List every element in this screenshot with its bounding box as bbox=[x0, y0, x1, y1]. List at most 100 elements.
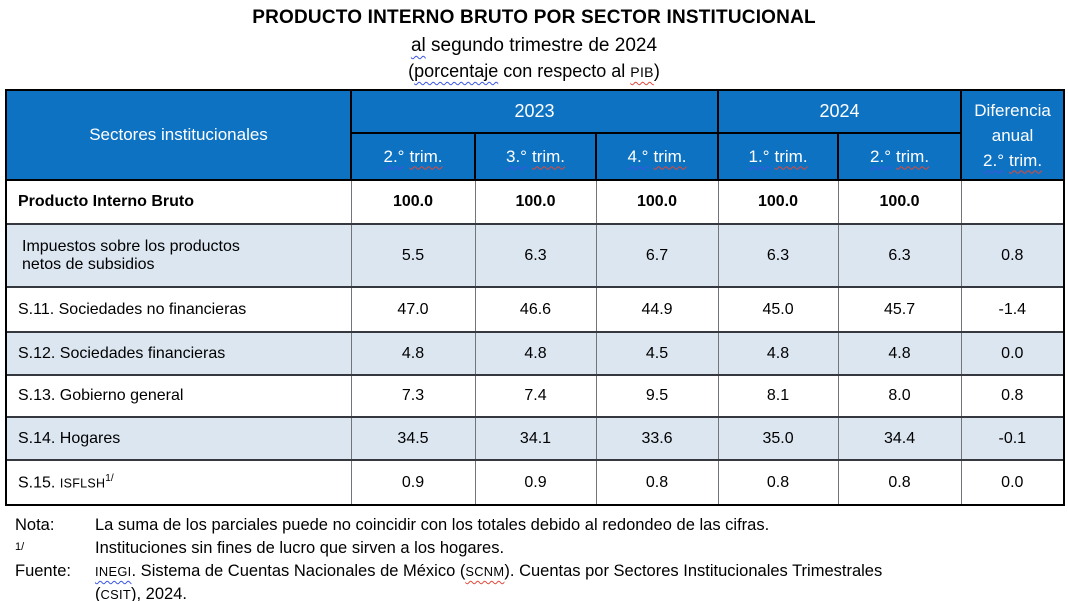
value-cell: 8.0 bbox=[837, 374, 962, 417]
value-cell: 6.3 bbox=[837, 223, 962, 287]
note-row-fuente: Fuente: INEGI. Sistema de Cuentas Nacion… bbox=[15, 560, 1061, 601]
value-cell: 35.0 bbox=[717, 416, 839, 460]
fuente-part: ). Cuentas por Sectores Institucionales … bbox=[504, 562, 883, 580]
quarter-word: trim. bbox=[409, 146, 443, 166]
paren-close: ) bbox=[653, 61, 660, 81]
header-quarter-2024-q2: 2.° trim. bbox=[837, 132, 963, 181]
value-cell: 45.0 bbox=[717, 286, 839, 332]
inegi-acronym: INEGI bbox=[95, 564, 132, 579]
subtitle-rest: segundo trimestre de 2024 bbox=[425, 35, 658, 56]
row-label: S.14. Hogares bbox=[5, 416, 351, 460]
page-subtitle: al segundo trimestre de 2024 bbox=[0, 35, 1068, 57]
value-cell: 0.9 bbox=[350, 459, 475, 506]
value-cell: 6.7 bbox=[595, 223, 719, 287]
value-cell: 0.8 bbox=[960, 223, 1066, 287]
value-cell: 34.1 bbox=[474, 416, 596, 460]
header-quarter-2024-q1: 1.° trim. bbox=[717, 132, 840, 181]
value-cell: -0.1 bbox=[960, 416, 1066, 460]
nota-text: La suma de los parciales puede no coinci… bbox=[95, 516, 770, 534]
subtitle2-word: porcentaje bbox=[414, 61, 499, 81]
quarter-num: 2.° bbox=[870, 146, 891, 166]
value-cell: 8.1 bbox=[717, 374, 839, 417]
value-cell-empty bbox=[960, 179, 1066, 224]
footnotes: Nota: La suma de los parciales puede no … bbox=[15, 514, 1061, 601]
value-cell: 6.3 bbox=[717, 223, 839, 287]
quarter-word: trim. bbox=[531, 146, 566, 166]
table-row-s12: S.12. Sociedades financieras 4.8 4.8 4.5… bbox=[5, 331, 1066, 375]
fuente-part: ( bbox=[95, 585, 101, 601]
title-block: PRODUCTO INTERNO BRUTO POR SECTOR INSTIT… bbox=[0, 0, 1068, 82]
quarter-num: 1.° bbox=[748, 146, 770, 166]
nota-label: Nota: bbox=[15, 516, 55, 534]
footnote1-text: Instituciones sin fines de lucro que sir… bbox=[95, 539, 505, 557]
diff-quarter-word: trim. bbox=[1009, 150, 1043, 170]
isflsh-acronym: ISFLSH bbox=[59, 476, 106, 491]
value-cell: 100.0 bbox=[474, 179, 596, 224]
value-cell: 34.5 bbox=[350, 416, 475, 460]
csit-acronym: CSIT bbox=[100, 587, 131, 601]
pib-acronym: PIB bbox=[630, 64, 654, 80]
note-row-nota: Nota: La suma de los parciales puede no … bbox=[15, 514, 1061, 537]
quarter-num: 2.° bbox=[383, 146, 405, 166]
value-cell: 7.4 bbox=[474, 374, 596, 417]
value-cell: 100.0 bbox=[717, 179, 839, 224]
value-cell: 0.0 bbox=[960, 331, 1066, 375]
value-cell: 33.6 bbox=[595, 416, 719, 460]
footnote-marker: 1/ bbox=[105, 472, 114, 484]
quarter-word: trim. bbox=[896, 146, 930, 166]
table-row-impuestos: Impuestos sobre los productos netos de s… bbox=[5, 223, 1066, 287]
row-label: S.15. ISFLSH1/ bbox=[5, 459, 351, 506]
value-cell: 46.6 bbox=[474, 286, 596, 332]
value-cell: 9.5 bbox=[595, 374, 719, 417]
fuente-text: INEGI. Sistema de Cuentas Nacionales de … bbox=[95, 560, 1061, 601]
quarter-num: 3.° bbox=[505, 146, 527, 166]
row-label: Impuestos sobre los productos netos de s… bbox=[5, 223, 351, 287]
header-quarter-2023-q2: 2.° trim. bbox=[350, 132, 476, 181]
header-quarter-2023-q4: 4.° trim. bbox=[594, 132, 720, 181]
fuente-part: ), 2024. bbox=[131, 585, 187, 601]
page-subtitle-units: (porcentaje con respecto al PIB) bbox=[0, 61, 1068, 82]
value-cell: 6.3 bbox=[474, 223, 596, 287]
value-cell: 47.0 bbox=[350, 286, 475, 332]
row-label-text: Impuestos sobre los productos netos de s… bbox=[22, 237, 240, 273]
table-row-s14: S.14. Hogares 34.5 34.1 33.6 35.0 34.4 -… bbox=[5, 416, 1066, 460]
value-cell: 0.8 bbox=[717, 459, 839, 506]
value-cell: 100.0 bbox=[350, 179, 475, 224]
value-cell: 4.8 bbox=[350, 331, 475, 375]
fuente-part: . Sistema de Cuentas Nacionales de Méxic… bbox=[131, 562, 466, 580]
value-cell: 100.0 bbox=[837, 179, 962, 224]
diff-line1: Diferencia bbox=[974, 100, 1051, 120]
table-row-pib-total: Producto Interno Bruto 100.0 100.0 100.0… bbox=[5, 179, 1066, 224]
value-cell: 100.0 bbox=[595, 179, 719, 224]
header-sectores: Sectores institucionales bbox=[5, 89, 352, 181]
row-label: S.11. Sociedades no financieras bbox=[5, 286, 351, 332]
value-cell: 44.9 bbox=[595, 286, 719, 332]
header-year-2023: 2023 bbox=[349, 89, 720, 134]
footnote1-label: 1/ bbox=[15, 541, 25, 553]
row-label-prefix: S.15. bbox=[18, 474, 60, 492]
diff-line3: 2.° trim. bbox=[963, 148, 1062, 173]
quarter-num: 4.° bbox=[627, 146, 649, 166]
table-row-s13: S.13. Gobierno general 7.3 7.4 9.5 8.1 8… bbox=[5, 374, 1066, 417]
header-diferencia-anual: Diferencia anual 2.° trim. bbox=[960, 89, 1066, 181]
quarter-word: trim. bbox=[653, 146, 687, 166]
subtitle2-mid: con respecto al bbox=[498, 61, 631, 81]
value-cell: 4.8 bbox=[837, 331, 962, 375]
paren-open: ( bbox=[408, 61, 415, 81]
diff-quarter-num: 2.° bbox=[983, 150, 1005, 170]
header-quarter-2023-q3: 3.° trim. bbox=[474, 132, 597, 181]
row-label: S.12. Sociedades financieras bbox=[5, 331, 351, 375]
value-cell: 45.7 bbox=[837, 286, 962, 332]
value-cell: 7.3 bbox=[350, 374, 475, 417]
value-cell: 4.8 bbox=[717, 331, 839, 375]
value-cell: -1.4 bbox=[960, 286, 1066, 332]
value-cell: 0.0 bbox=[960, 459, 1066, 506]
subtitle-lead: al bbox=[410, 35, 426, 56]
fuente-label: Fuente: bbox=[15, 562, 71, 580]
value-cell: 0.8 bbox=[595, 459, 719, 506]
value-cell: 5.5 bbox=[350, 223, 475, 287]
scnm-acronym: SCNM bbox=[465, 564, 505, 579]
value-cell: 0.8 bbox=[837, 459, 962, 506]
header-year-2024: 2024 bbox=[717, 89, 963, 134]
value-cell: 4.8 bbox=[474, 331, 596, 375]
